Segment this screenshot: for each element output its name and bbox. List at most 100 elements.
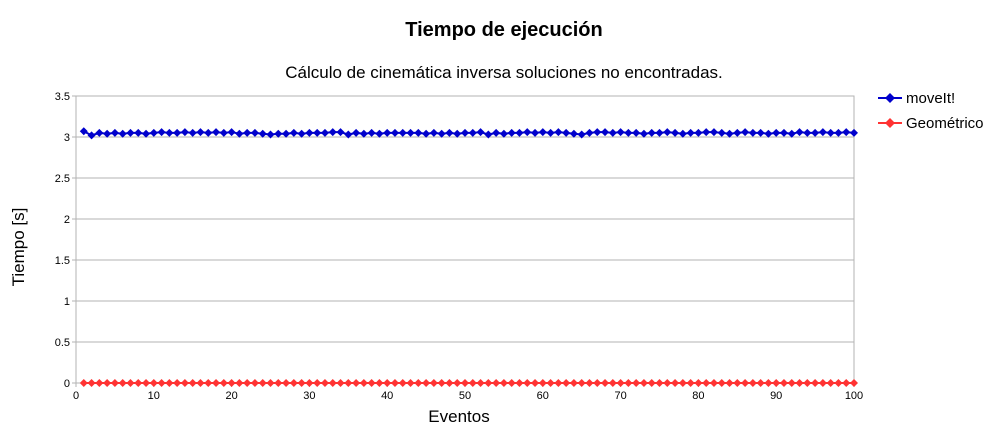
data-point: [313, 128, 322, 137]
data-point: [562, 379, 571, 387]
data-point: [173, 128, 182, 137]
data-point: [375, 379, 384, 387]
data-point: [157, 379, 166, 387]
data-point: [834, 128, 843, 137]
data-point: [359, 129, 368, 138]
data-point: [274, 129, 283, 138]
data-point: [663, 128, 672, 137]
data-point: [461, 128, 469, 137]
data-point: [546, 128, 555, 137]
data-point: [437, 379, 446, 387]
data-point: [632, 128, 641, 137]
data-point: [461, 379, 469, 387]
data-point: [741, 128, 750, 137]
data-point: [577, 130, 586, 139]
data-point: [538, 128, 547, 137]
data-point: [484, 130, 493, 139]
data-point: [437, 129, 446, 138]
data-point: [655, 379, 664, 387]
data-point: [204, 379, 213, 387]
data-point: [453, 129, 462, 138]
data-point: [305, 128, 314, 137]
data-point: [149, 128, 158, 137]
data-point: [764, 379, 773, 387]
data-point: [313, 379, 322, 387]
data-point: [717, 379, 726, 387]
data-point: [678, 379, 687, 387]
x-tick-label: 50: [459, 390, 471, 402]
data-point: [297, 129, 306, 138]
data-point: [585, 379, 594, 387]
data-point: [429, 379, 438, 387]
data-point: [196, 379, 205, 387]
data-point: [795, 128, 804, 137]
data-point: [157, 128, 166, 137]
data-point: [764, 129, 773, 138]
data-point: [367, 128, 376, 137]
x-axis-label: Eventos: [428, 407, 489, 426]
data-point: [850, 379, 858, 387]
data-point: [134, 128, 143, 137]
data-point: [476, 128, 485, 137]
x-tick-label: 70: [614, 390, 626, 402]
data-point: [694, 128, 703, 137]
data-point: [406, 379, 415, 387]
data-point: [243, 379, 252, 387]
data-point: [79, 379, 88, 387]
data-point: [593, 128, 602, 137]
data-point: [787, 379, 796, 387]
data-point: [336, 128, 345, 137]
data-point: [173, 379, 182, 387]
data-point: [484, 379, 493, 387]
data-point: [531, 128, 540, 137]
data-point: [725, 379, 734, 387]
data-point: [811, 379, 820, 387]
y-axis-ticks: 0 0.5 1 1.5 2 2.5 3 3.5: [55, 91, 76, 390]
data-point: [79, 127, 88, 136]
data-point: [126, 379, 135, 387]
y-tick-label: 2.5: [55, 173, 70, 185]
series-layer: [79, 127, 858, 387]
data-point: [352, 379, 361, 387]
data-point: [803, 379, 812, 387]
data-point: [818, 379, 827, 387]
x-tick-label: 20: [225, 390, 237, 402]
data-point: [383, 128, 392, 137]
data-point: [748, 379, 757, 387]
data-point: [250, 128, 259, 137]
data-point: [647, 379, 656, 387]
data-point: [709, 128, 718, 137]
data-point: [165, 379, 174, 387]
chart-title: Tiempo de ejecución: [405, 19, 602, 41]
data-point: [414, 128, 423, 137]
data-point: [492, 128, 501, 137]
data-point: [756, 379, 765, 387]
data-point: [499, 379, 508, 387]
x-tick-label: 100: [845, 390, 863, 402]
data-point: [523, 128, 532, 137]
data-point: [212, 379, 221, 387]
data-point: [235, 379, 244, 387]
data-point: [266, 130, 275, 139]
data-point: [328, 128, 337, 137]
data-point: [87, 131, 96, 140]
data-point: [422, 379, 431, 387]
x-tick-label: 40: [381, 390, 393, 402]
data-point: [142, 129, 151, 138]
data-point: [219, 128, 228, 137]
y-tick-label: 3: [64, 132, 70, 144]
data-point: [499, 129, 508, 138]
series-2: [79, 379, 858, 387]
data-point: [429, 128, 438, 137]
data-point: [414, 379, 423, 387]
data-point: [289, 128, 298, 137]
data-point: [523, 379, 532, 387]
data-point: [188, 379, 197, 387]
data-point: [639, 129, 648, 138]
data-point: [655, 128, 664, 137]
data-point: [266, 379, 275, 387]
data-point: [787, 129, 796, 138]
data-point: [717, 128, 726, 137]
data-point: [826, 379, 835, 387]
